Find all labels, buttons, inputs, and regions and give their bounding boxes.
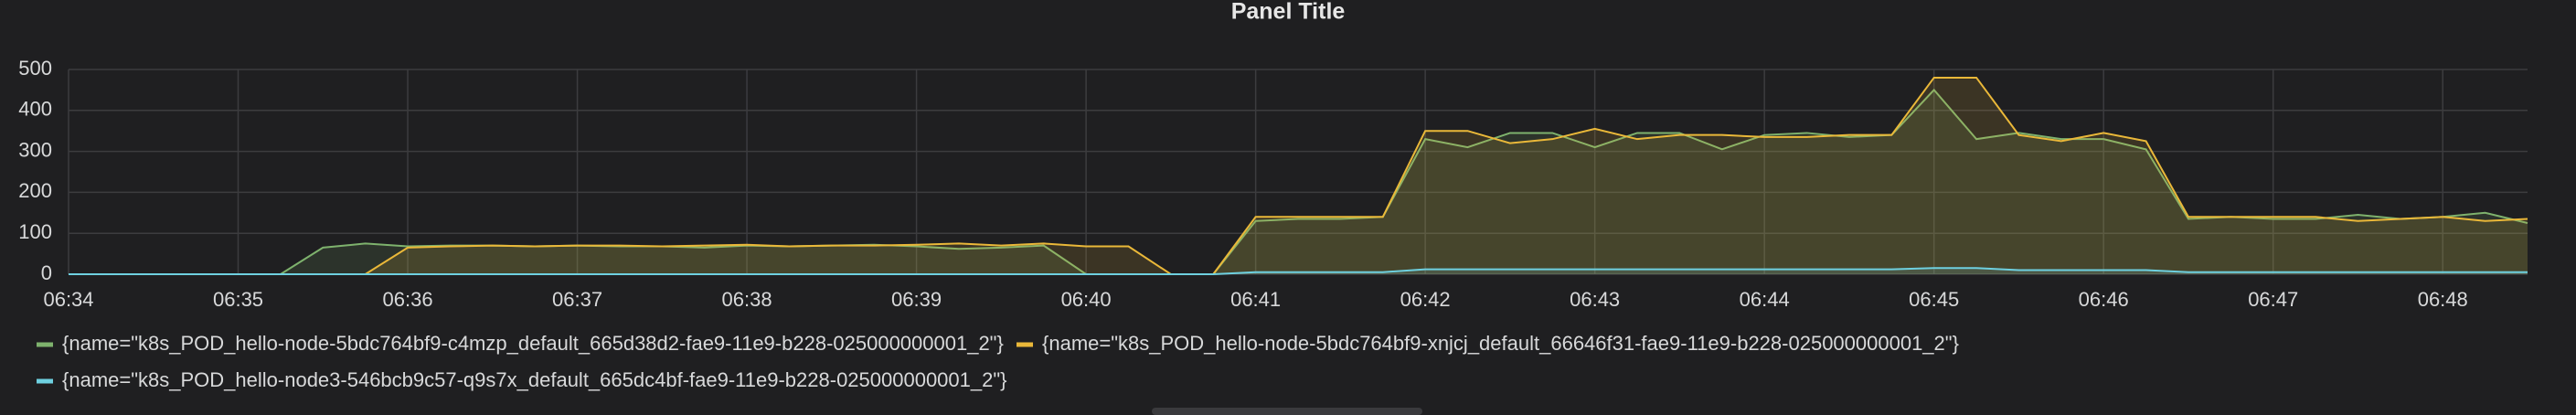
panel-title[interactable]: Panel Title	[1231, 0, 1346, 25]
series-area	[69, 90, 2528, 275]
x-tick-label: 06:36	[383, 288, 433, 311]
x-tick-label: 06:48	[2418, 288, 2468, 311]
x-tick-label: 06:47	[2248, 288, 2298, 311]
series-line	[69, 267, 2528, 275]
x-tick-label: 06:34	[43, 288, 93, 311]
y-tick-label: 0	[41, 261, 52, 284]
x-tick-label: 06:44	[1740, 288, 1790, 311]
x-tick-label: 06:35	[213, 288, 263, 311]
x-tick-label: 06:45	[1909, 288, 1959, 311]
scrollbar[interactable]	[1152, 408, 1422, 415]
x-tick-label: 06:40	[1061, 288, 1112, 311]
x-tick-label: 06:43	[1570, 288, 1620, 311]
y-tick-label: 500	[18, 57, 52, 80]
y-tick-label: 400	[18, 98, 52, 121]
x-tick-label: 06:38	[722, 288, 772, 311]
x-tick-label: 06:41	[1230, 288, 1281, 311]
x-tick-label: 06:46	[2079, 288, 2129, 311]
x-tick-label: 06:39	[891, 288, 942, 311]
series-area	[69, 268, 2528, 274]
series-area	[69, 77, 2528, 275]
legend-label[interactable]: {name="k8s_POD_hello-node-5bdc764bf9-c4m…	[62, 332, 1004, 355]
legend-label[interactable]: {name="k8s_POD_hello-node3-546bcb9c57-q9…	[62, 368, 1007, 391]
x-tick-label: 06:37	[552, 288, 602, 311]
series-line	[69, 76, 2528, 275]
y-tick-label: 100	[18, 220, 52, 243]
legend-label[interactable]: {name="k8s_POD_hello-node-5bdc764bf9-xnj…	[1042, 332, 1959, 355]
y-tick-label: 300	[18, 138, 52, 161]
x-tick-label: 06:42	[1400, 288, 1451, 311]
y-tick-label: 200	[18, 179, 52, 202]
